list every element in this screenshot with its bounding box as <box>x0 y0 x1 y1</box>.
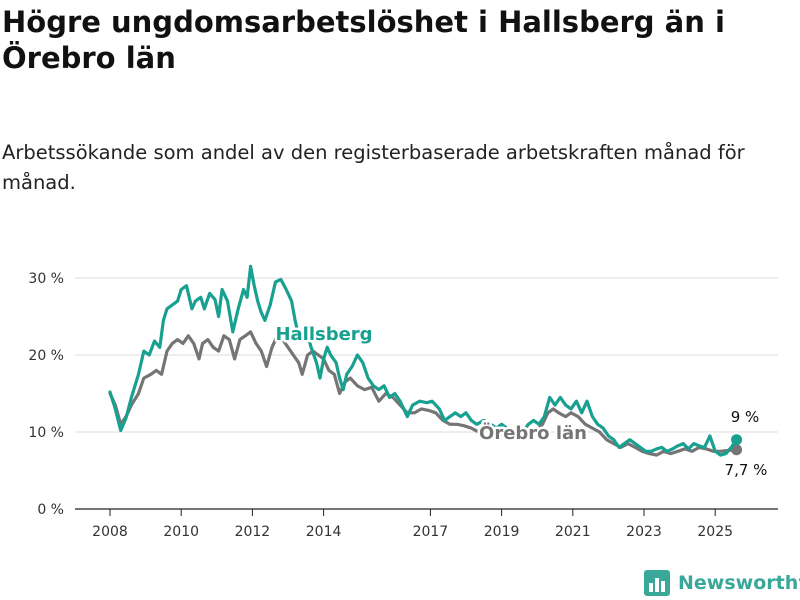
end-label-orebro-lan: 7,7 % <box>725 461 768 479</box>
series-line-hallsberg <box>108 264 739 457</box>
series-lines <box>108 264 743 457</box>
end-point-hallsberg <box>731 434 743 446</box>
gridlines <box>75 277 778 433</box>
end-label-hallsberg: 9 % <box>731 408 760 426</box>
x-tick-label: 2025 <box>697 524 733 540</box>
y-tick-label: 20 % <box>28 348 64 364</box>
x-tick-label: 2017 <box>413 524 449 540</box>
y-tick-label: 0 % <box>37 502 64 518</box>
x-tick-label: 2010 <box>163 524 199 540</box>
x-tick-label: 2019 <box>484 524 520 540</box>
y-tick-label: 30 % <box>28 271 64 287</box>
series-label-hallsberg: Hallsberg <box>275 324 372 345</box>
x-tick-label: 2014 <box>306 524 342 540</box>
brand-name: Newsworthy <box>678 572 800 594</box>
chart-title: Högre ungdomsarbetslöshet i Hallsberg än… <box>2 5 725 75</box>
series-line-orebro-lan <box>108 330 739 457</box>
x-tick-label: 2021 <box>555 524 591 540</box>
y-tick-label: 10 % <box>28 425 64 441</box>
y-axis: 0 % 10 % 20 % 30 % <box>28 271 64 518</box>
end-point-orebro-lan <box>731 444 743 456</box>
bar-chart-icon <box>644 570 670 596</box>
chart-subtitle: Arbetssökande som andel av den registerb… <box>2 141 745 194</box>
x-tick-label: 2008 <box>92 524 128 540</box>
x-tick-label: 2012 <box>235 524 271 540</box>
series-labels: Hallsberg Örebro län 9 % 7,7 % <box>273 322 770 482</box>
series-label-orebro-lan: Örebro län <box>479 422 587 444</box>
x-tick-label: 2023 <box>626 524 662 540</box>
x-axis: 2008 2010 2012 2014 2017 2019 2021 2023 2025 <box>75 508 778 540</box>
brand-logo: Newsworthy <box>644 568 800 598</box>
